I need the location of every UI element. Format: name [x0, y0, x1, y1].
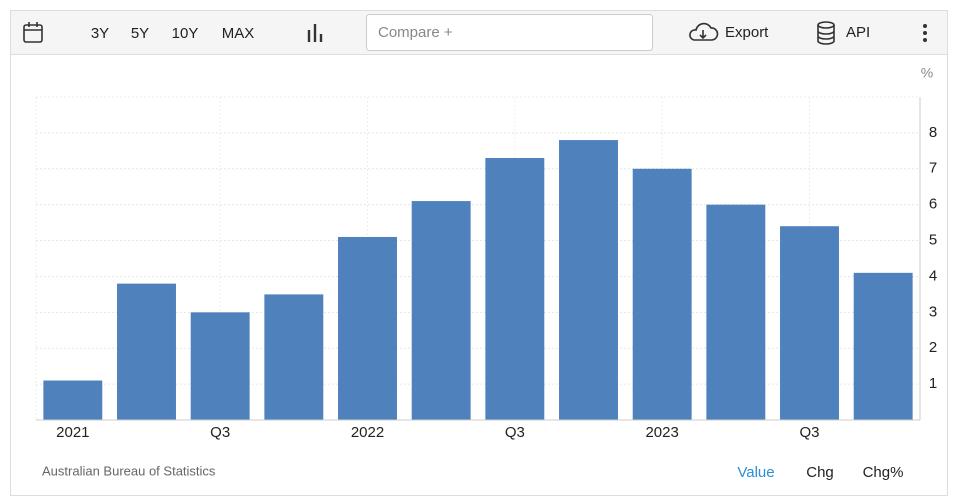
x-tick-label: 2023 [645, 424, 678, 441]
tab[interactable]: Chg% [863, 464, 904, 481]
y-tick-label: 7 [929, 160, 937, 177]
x-tick-label: 2021 [56, 424, 89, 441]
range-button[interactable]: 10Y [172, 25, 199, 42]
bar [338, 236, 397, 420]
bar [706, 204, 766, 420]
bar [780, 226, 839, 420]
menu-icon[interactable] [923, 24, 927, 42]
bar [853, 272, 913, 420]
x-tick-label: Q3 [210, 424, 230, 441]
y-tick-label: 1 [929, 375, 937, 392]
range-button[interactable]: 3Y [91, 25, 109, 42]
x-tick-label: 2022 [351, 424, 384, 441]
source: Australian Bureau of Statistics [42, 463, 216, 478]
bar [559, 140, 618, 421]
bar [632, 168, 692, 420]
y-tick-label: 8 [929, 124, 937, 141]
range-button[interactable]: 5Y [131, 25, 149, 42]
bar [43, 380, 103, 420]
bar [264, 294, 324, 420]
api-button[interactable]: API [846, 24, 870, 41]
calendar-icon[interactable] [23, 22, 43, 43]
y-tick-label: 5 [929, 232, 937, 249]
x-tick-label: Q3 [799, 424, 819, 441]
x-tick-label: Q3 [505, 424, 525, 441]
api-icon[interactable] [817, 21, 835, 45]
tab[interactable]: Value [737, 464, 774, 481]
export-button[interactable]: Export [725, 24, 769, 41]
bar [485, 158, 545, 420]
bar [190, 312, 250, 420]
compare-input[interactable] [366, 14, 653, 51]
export-icon[interactable] [689, 22, 719, 41]
y-tick-label: 3 [929, 303, 937, 320]
compare-placeholder: Compare + [378, 24, 453, 41]
y-unit: % [921, 65, 933, 81]
tab[interactable]: Chg [806, 464, 834, 481]
bar [117, 283, 176, 420]
chart-type-icon[interactable] [307, 24, 323, 42]
y-tick-label: 2 [929, 339, 937, 356]
y-tick-label: 4 [929, 267, 937, 284]
y-tick-label: 6 [929, 196, 937, 213]
range-button[interactable]: MAX [222, 25, 255, 42]
bar [411, 201, 471, 420]
